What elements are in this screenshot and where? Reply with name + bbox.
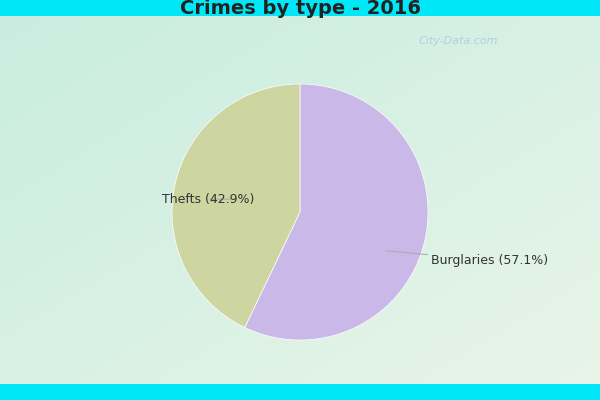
Text: Crimes by type - 2016: Crimes by type - 2016 [179,0,421,18]
Text: Burglaries (57.1%): Burglaries (57.1%) [386,251,548,267]
Wedge shape [245,84,428,340]
Text: Thefts (42.9%): Thefts (42.9%) [162,193,254,206]
Text: City-Data.com: City-Data.com [419,36,499,46]
Wedge shape [172,84,300,328]
